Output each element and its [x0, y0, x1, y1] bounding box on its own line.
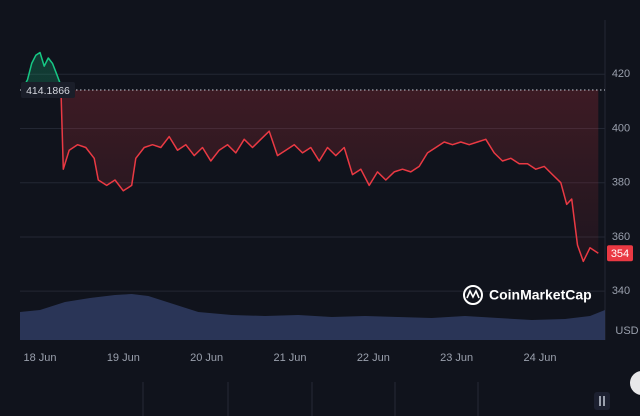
- y-tick-label: 360: [612, 231, 630, 243]
- x-tick-label: 19 Jun: [107, 352, 140, 364]
- watermark-logo: [466, 289, 480, 299]
- x-tick-label: 21 Jun: [273, 352, 306, 364]
- navigator: [20, 371, 640, 416]
- pause-icon: [603, 396, 605, 406]
- y-tick-label: 340: [612, 285, 630, 297]
- x-tick-label: 24 Jun: [523, 352, 556, 364]
- volume-area: [20, 294, 605, 340]
- side-button[interactable]: [630, 371, 640, 395]
- y-tick-label: 420: [612, 68, 630, 80]
- baseline-label-box: [21, 82, 75, 99]
- x-tick-label: 18 Jun: [23, 352, 56, 364]
- currency-label: USD: [615, 325, 638, 337]
- pause-icon: [599, 396, 601, 406]
- watermark-text: CoinMarketCap: [489, 287, 592, 303]
- pause-button[interactable]: [594, 392, 610, 410]
- last-price-label: 354: [611, 248, 629, 260]
- baseline-label: 414.1866: [26, 85, 70, 97]
- x-tick-label: 22 Jun: [357, 352, 390, 364]
- watermark: CoinMarketCap: [463, 285, 592, 305]
- last-price-box: [607, 245, 633, 262]
- y-tick-label: 380: [612, 177, 630, 189]
- y-tick-label: 400: [612, 122, 630, 134]
- price-area: [21, 52, 599, 262]
- x-tick-label: 23 Jun: [440, 352, 473, 364]
- watermark-logo: [463, 285, 483, 305]
- x-tick-label: 20 Jun: [190, 352, 223, 364]
- price-line: [21, 51, 599, 263]
